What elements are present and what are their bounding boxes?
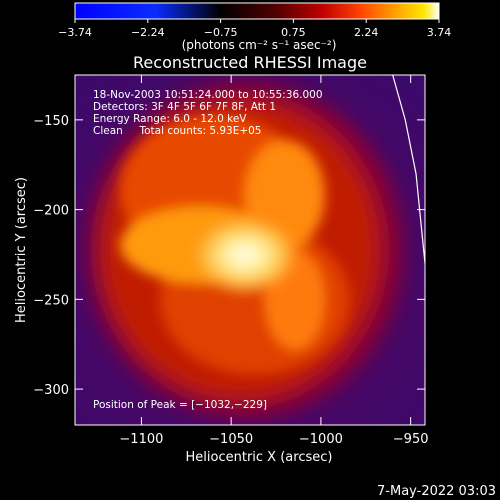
x-tick-label: −1050 (209, 432, 253, 447)
emission-core (190, 215, 300, 295)
plot-frame (74, 74, 426, 426)
annotation-line-counts: Clean Total counts: 5.93E+05 (93, 125, 262, 137)
x-tick-label: −1100 (119, 432, 163, 447)
colorbar-tick-label: −2.24 (131, 26, 165, 39)
colorbar-tick-label: 2.24 (354, 26, 379, 39)
colorbar-tick-label: −3.74 (58, 26, 92, 39)
y-tick-label: −150 (33, 114, 69, 129)
y-axis-label: Heliocentric Y (arcsec) (14, 177, 29, 323)
x-tick-label: −1000 (299, 432, 343, 447)
colorbar: −3.74 −2.24 −0.75 0.75 2.24 3.74 (photons cm⁻… (58, 2, 451, 52)
footer-date: 7-May-2022 03:03 (377, 484, 496, 499)
y-tick-label: −200 (33, 204, 69, 219)
colorbar-tick-label: 3.74 (427, 26, 452, 39)
x-tick-label: −950 (393, 432, 429, 447)
heatmap-image (75, 75, 425, 425)
annotation-line-time: 18-Nov-2003 10:51:24.000 to 10:55:36.000 (93, 89, 323, 101)
colorbar-ticks: −3.74 −2.24 −0.75 0.75 2.24 3.74 (58, 19, 451, 39)
colorbar-tick-label: −0.75 (204, 26, 238, 39)
annotation-line-detectors: Detectors: 3F 4F 5F 6F 7F 8F, Att 1 (93, 101, 276, 113)
axis-ticks: −1100 −1050 −1000 −950 −150 −200 −250 −300 (33, 75, 429, 447)
solar-limb-curve (392, 75, 425, 264)
peak-position-label: Position of Peak = [−1032,−229] (93, 399, 267, 411)
colorbar-unit-label: (photons cm⁻² s⁻¹ asec⁻²) (182, 38, 337, 52)
annotation-block: 18-Nov-2003 10:51:24.000 to 10:55:36.000… (93, 89, 323, 137)
colorbar-tick-label: 0.75 (281, 26, 306, 39)
x-axis-label: Heliocentric X (arcsec) (186, 450, 333, 465)
colorbar-gradient (74, 2, 440, 20)
chart-title: Reconstructed RHESSI Image (133, 53, 367, 72)
y-tick-label: −250 (33, 293, 69, 308)
y-tick-label: −300 (33, 383, 69, 398)
annotation-line-energy: Energy Range: 6.0 - 12.0 keV (93, 113, 247, 125)
